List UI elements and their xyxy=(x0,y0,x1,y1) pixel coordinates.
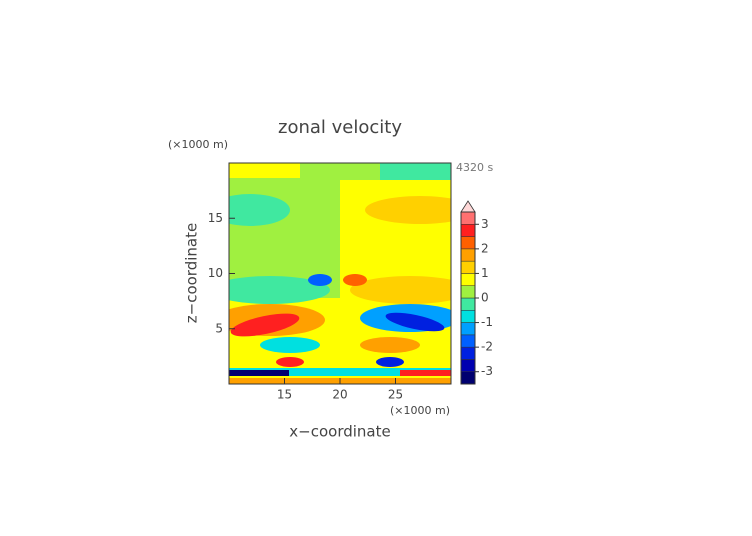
time-label: 4320 s xyxy=(456,161,493,174)
y-tick-label: 15 xyxy=(208,211,223,225)
x-tick-label: 25 xyxy=(388,388,403,402)
colorbar-swatch xyxy=(460,334,476,348)
colorbar-tick-label: -2 xyxy=(481,340,493,354)
x-axis-label: x−coordinate xyxy=(289,423,390,441)
colorbar-swatch xyxy=(460,322,476,336)
colorbar-swatch xyxy=(460,211,476,225)
x-tick-label: 15 xyxy=(277,388,292,402)
y-tick-label: 10 xyxy=(208,266,223,280)
colorbar-tick-label: 0 xyxy=(481,291,489,305)
colorbar-tick-label: 2 xyxy=(481,241,489,255)
colorbar-swatch xyxy=(460,359,476,372)
y-axis-label: z−coordinate xyxy=(183,223,201,323)
y-unit: (×1000 m) xyxy=(168,138,228,151)
colorbar-tick-label: -1 xyxy=(481,315,493,329)
colorbar-swatch xyxy=(460,273,476,286)
colorbar-swatch xyxy=(460,346,476,360)
colorbar-tick-label: -3 xyxy=(481,364,493,378)
colorbar-swatch xyxy=(460,248,476,262)
colorbar-swatch xyxy=(460,285,476,299)
colorbar-swatch xyxy=(460,260,476,274)
x-unit: (×1000 m) xyxy=(390,404,450,417)
y-tick-label: 5 xyxy=(215,321,223,335)
colorbar-swatch xyxy=(460,236,476,250)
colorbar-tick-label: 1 xyxy=(481,266,489,280)
colorbar-swatch xyxy=(460,297,476,311)
colorbar-swatch xyxy=(460,371,476,385)
x-tick-label: 20 xyxy=(332,388,347,402)
colorbar-tick-label: 3 xyxy=(481,217,489,231)
colorbar-swatch xyxy=(460,224,476,237)
chart-title: zonal velocity xyxy=(278,117,402,138)
contour-field xyxy=(229,163,451,384)
colorbar-extend xyxy=(460,200,476,213)
colorbar-swatch xyxy=(460,310,476,323)
